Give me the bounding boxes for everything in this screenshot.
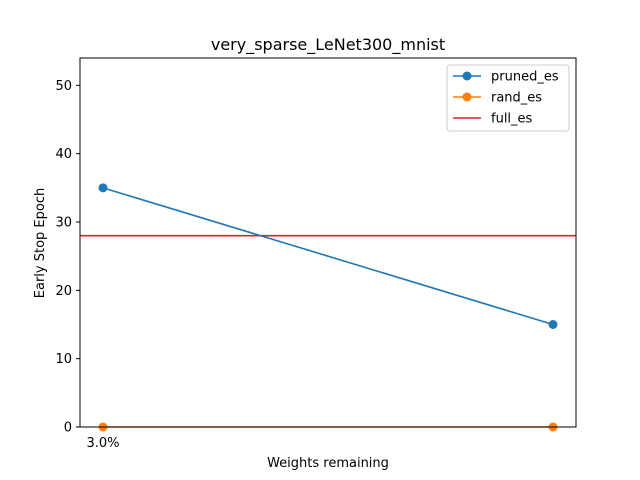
y-tick-label: 50	[55, 79, 72, 94]
data-point-pruned_es	[548, 320, 558, 329]
y-tick-label: 20	[55, 284, 72, 299]
y-tick-label: 40	[55, 147, 72, 162]
legend-marker-rand_es	[462, 92, 472, 102]
axes-frame	[79, 57, 577, 428]
legend-box	[446, 64, 570, 132]
series-line-pruned_es	[102, 187, 554, 326]
y-tick-label: 10	[55, 352, 72, 367]
legend-marker-pruned_es	[462, 71, 472, 81]
data-point-pruned_es	[98, 183, 108, 193]
x-axis-label: Weights remaining	[267, 456, 389, 471]
chart-title: very_sparse_LeNet300_mnist	[211, 35, 445, 55]
y-axis-label: Early Stop Epoch	[33, 188, 48, 298]
y-tick-label: 0	[64, 421, 72, 436]
legend-label-rand_es: rand_es	[491, 91, 542, 106]
plot-area: 0 10 20 30 40 50 3.0%	[55, 57, 577, 451]
legend-label-pruned_es: pruned_es	[491, 70, 559, 85]
legend: pruned_es rand_es full_es	[446, 64, 570, 132]
legend-label-full_es: full_es	[491, 112, 533, 127]
x-tick-label: 3.0%	[86, 436, 119, 451]
y-tick-label: 30	[55, 216, 72, 231]
